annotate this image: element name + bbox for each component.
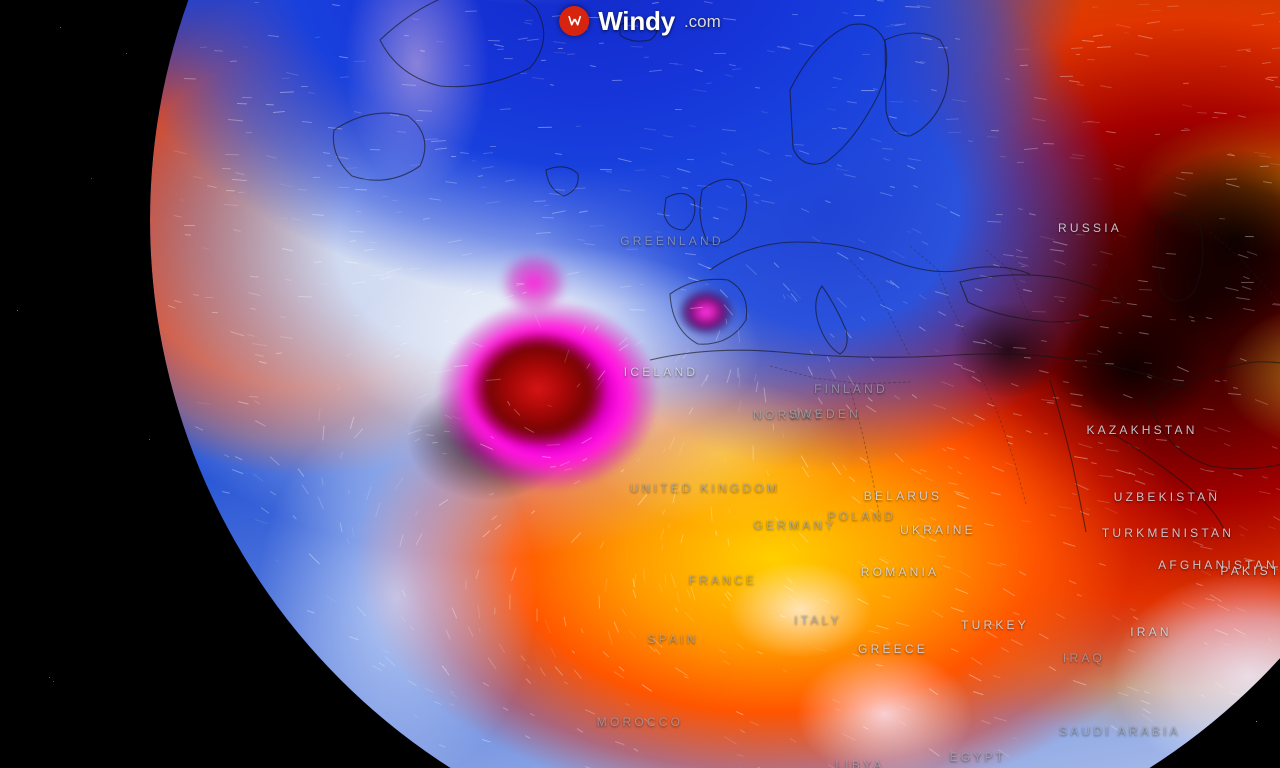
star <box>90 177 92 179</box>
temperature-arctic-layer <box>150 0 1280 768</box>
globe[interactable] <box>150 0 1280 768</box>
windy-logo-wordmark: Windy <box>598 6 675 36</box>
windy-logo-icon <box>559 6 590 36</box>
globe-container[interactable] <box>150 0 1280 768</box>
star <box>60 27 62 29</box>
star <box>16 310 18 312</box>
star <box>48 676 50 678</box>
star <box>125 52 127 54</box>
windy-logo-tld: .com <box>683 11 721 31</box>
windy-logo[interactable]: Windy .com <box>559 6 721 36</box>
star <box>52 681 54 683</box>
